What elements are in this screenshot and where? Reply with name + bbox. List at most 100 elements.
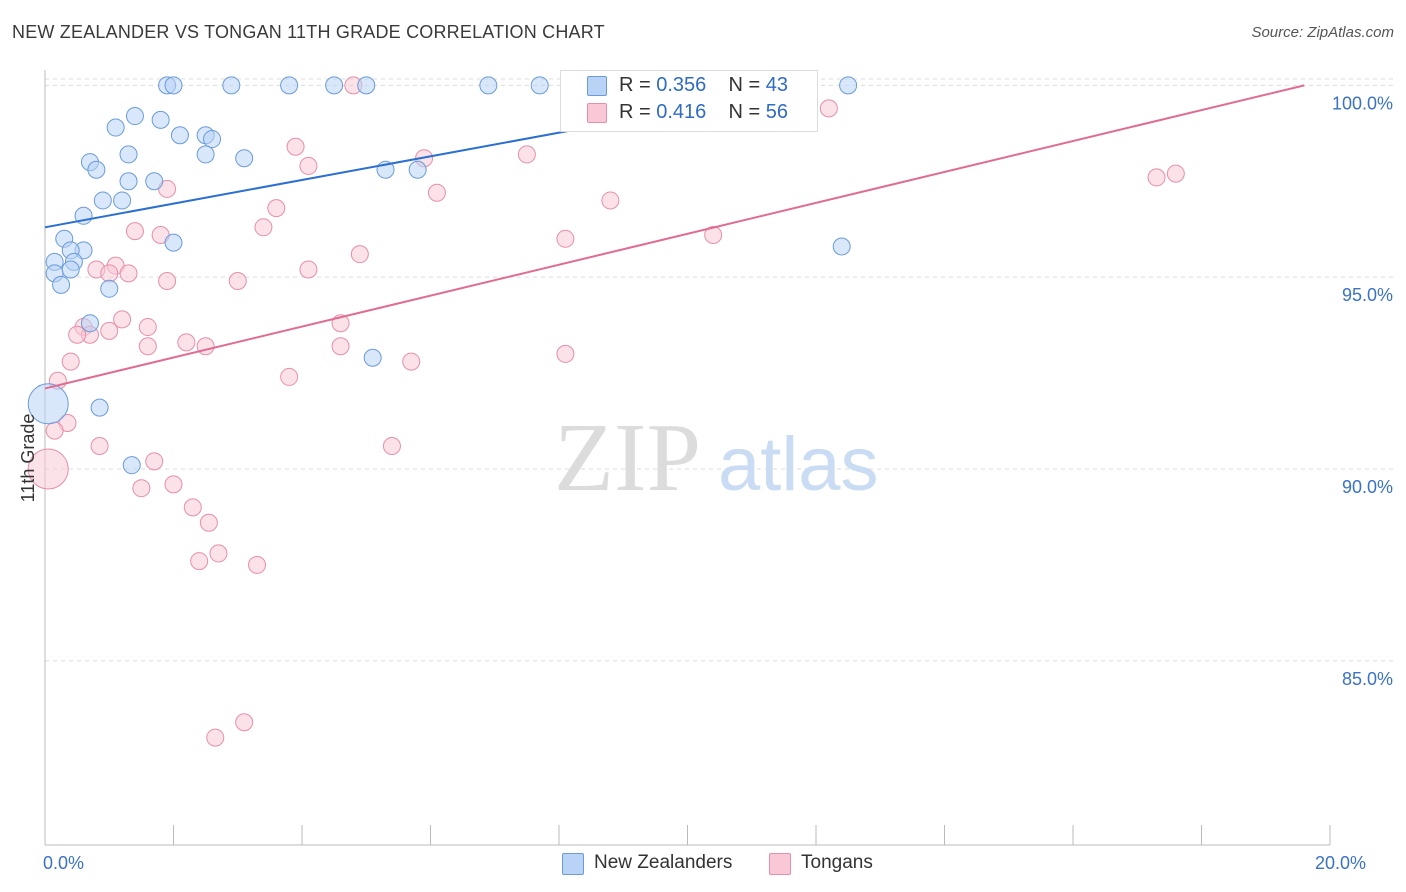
tongans-point xyxy=(1147,168,1166,187)
new-zealanders-point xyxy=(280,76,299,95)
tongans-point xyxy=(299,156,318,175)
tongans-point xyxy=(350,245,369,264)
r-label: R = xyxy=(619,74,657,96)
tongans-point xyxy=(228,272,247,291)
x-tick-label: 20.0% xyxy=(1315,853,1366,873)
tongans-point xyxy=(704,225,723,244)
tongans-point xyxy=(138,318,157,337)
tongans-point xyxy=(382,436,401,455)
new-zealanders-point xyxy=(113,191,132,210)
tongans-point xyxy=(45,421,64,440)
new-zealanders-point xyxy=(235,149,254,168)
new-zealanders-point xyxy=(164,233,183,252)
new-zealanders-point xyxy=(151,110,170,129)
tongans-point xyxy=(556,229,575,248)
tongans-point xyxy=(199,513,218,532)
new-zealanders-point xyxy=(125,107,144,126)
legend-label-tongans: Tongans xyxy=(801,852,873,873)
blue-swatch xyxy=(562,853,584,875)
tongans-point xyxy=(819,99,838,118)
tongans-point xyxy=(331,337,350,356)
new-zealanders-point xyxy=(196,145,215,164)
new-zealanders-point xyxy=(222,76,241,95)
tongans-point xyxy=(183,498,202,517)
tongans-point xyxy=(113,310,132,329)
tongans-point xyxy=(164,475,183,494)
new-zealanders-point xyxy=(839,76,858,95)
tongans-point xyxy=(138,337,157,356)
n-value: 43 xyxy=(765,74,789,96)
y-tick-label: 100.0% xyxy=(1332,93,1393,113)
watermark-atlas: atlas xyxy=(718,422,879,507)
new-zealanders-point xyxy=(357,76,376,95)
new-zealanders-point xyxy=(93,191,112,210)
blue-swatch xyxy=(587,76,607,96)
tongans-point xyxy=(248,555,267,574)
tongans-point xyxy=(100,321,119,340)
new-zealanders-point xyxy=(170,126,189,145)
tongans-point xyxy=(68,325,87,344)
pink-swatch xyxy=(769,853,791,875)
new-zealanders-point xyxy=(325,76,344,95)
tongans-point xyxy=(27,448,69,490)
tongans-point xyxy=(517,145,536,164)
y-tick-label: 90.0% xyxy=(1342,477,1393,497)
tongans-point xyxy=(286,137,305,156)
tongans-point xyxy=(235,713,254,732)
axes xyxy=(44,70,1331,846)
new-zealanders-point xyxy=(164,76,183,95)
new-zealanders-point xyxy=(119,145,138,164)
y-axis-label: 11th Grade xyxy=(18,414,38,503)
new-zealanders-point xyxy=(106,118,125,137)
tongans-point xyxy=(402,352,421,371)
x-tick-label: 0.0% xyxy=(43,853,84,873)
tick-labels: 100.0% 95.0% 90.0% 85.0% 0.0% 20.0% xyxy=(43,93,1393,873)
watermark: ZIP atlas xyxy=(554,404,879,512)
new-zealanders-point xyxy=(61,260,80,279)
new-zealanders-point xyxy=(52,275,71,294)
new-zealanders-point xyxy=(119,172,138,191)
n-label: N = xyxy=(728,101,766,123)
new-zealanders-points xyxy=(27,76,858,475)
tongans-point xyxy=(190,552,209,571)
tongans-point xyxy=(61,352,80,371)
new-zealanders-point xyxy=(363,348,382,367)
new-zealanders-point xyxy=(408,160,427,179)
new-zealanders-point xyxy=(145,172,164,191)
new-zealanders-point xyxy=(530,76,549,95)
tongans-point xyxy=(158,272,177,291)
new-zealanders-point xyxy=(832,237,851,256)
tongans-point xyxy=(206,728,225,747)
new-zealanders-point xyxy=(203,130,222,149)
tongans-trend-line xyxy=(44,84,1305,390)
pink-swatch xyxy=(587,103,607,123)
r-label: R = xyxy=(619,101,657,123)
n-label: N = xyxy=(728,74,766,96)
legend-label-new-zealanders: New Zealanders xyxy=(594,852,733,873)
watermark-zip: ZIP xyxy=(554,404,701,512)
new-zealanders-point xyxy=(479,76,498,95)
tongans-point xyxy=(601,191,620,210)
tongans-point xyxy=(209,544,228,563)
y-tick-label: 95.0% xyxy=(1342,285,1393,305)
n-value: 56 xyxy=(765,101,789,123)
tongans-point xyxy=(254,218,273,237)
source-credit: Source: ZipAtlas.com xyxy=(1251,24,1394,41)
tongans-point xyxy=(177,333,196,352)
tongans-point xyxy=(556,344,575,363)
tongans-point xyxy=(299,260,318,279)
new-zealanders-point xyxy=(87,160,106,179)
r-value: 0.356 xyxy=(656,74,707,96)
new-zealanders-point xyxy=(122,456,141,475)
new-zealanders-point xyxy=(80,314,99,333)
new-zealanders-point xyxy=(90,398,109,417)
stats-legend: R = 0.356 N = 43 R = 0.416 N = 56 xyxy=(560,70,818,132)
tongans-point xyxy=(90,436,109,455)
tongans-point xyxy=(267,199,286,218)
tongans-point xyxy=(125,222,144,241)
tongans-point xyxy=(145,452,164,471)
tongans-point xyxy=(100,264,119,283)
new-zealanders-point xyxy=(27,383,69,425)
tongans-point xyxy=(119,264,138,283)
